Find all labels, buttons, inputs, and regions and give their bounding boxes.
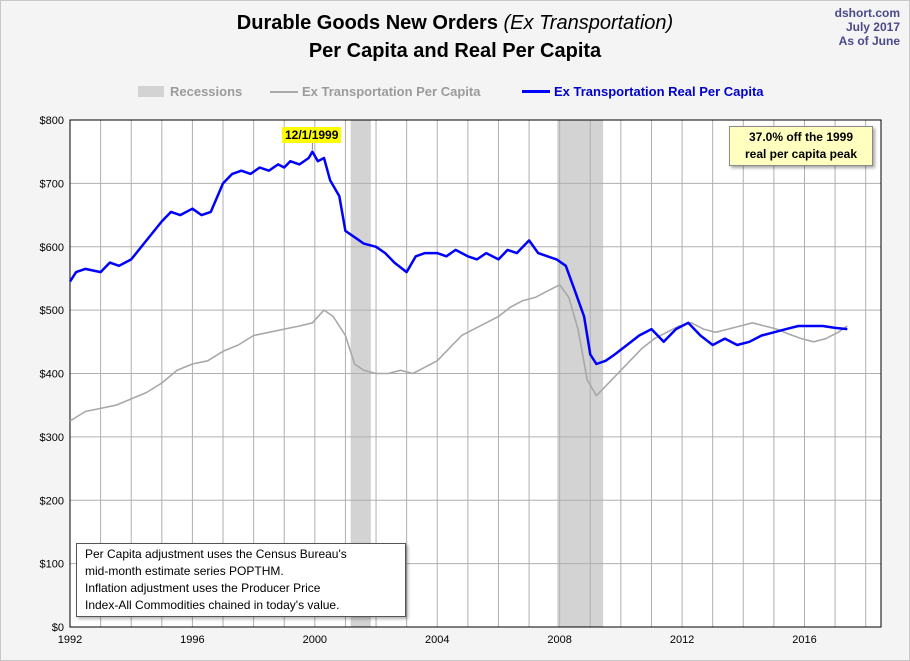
legend-item-real-per-capita: Ex Transportation Real Per Capita — [522, 84, 764, 99]
x-tick-label: 1992 — [58, 634, 82, 646]
footnote-line2: mid-month estimate series POPTHM. — [85, 564, 284, 578]
y-tick-label: $300 — [40, 432, 64, 444]
legend-swatch-per-capita — [270, 90, 298, 93]
legend-swatch-recessions — [138, 86, 164, 97]
footnote-box: Per Capita adjustment uses the Census Bu… — [76, 543, 406, 617]
title-main: Durable Goods New Orders — [236, 12, 498, 34]
y-tick-label: $200 — [40, 495, 64, 507]
peak-note-line1: 37.0% off the 1999 — [748, 130, 854, 144]
y-tick-label: $400 — [40, 369, 64, 381]
legend-swatch-real-per-capita — [522, 90, 550, 93]
axes: $0 $100 $200 $300 $400 $500 $600 $700 $800 1992 19… — [40, 115, 882, 646]
y-tick-label: $800 — [40, 115, 64, 127]
y-tick-label: $100 — [40, 559, 64, 571]
x-tick-label: 2012 — [670, 634, 694, 646]
legend-label-recessions: Recessions — [170, 84, 243, 99]
legend-label-per-capita: Ex Transportation Per Capita — [302, 84, 481, 99]
y-tick-label: $0 — [52, 622, 64, 634]
x-tick-label: 2000 — [303, 634, 327, 646]
title-paren: (Ex Transportation) — [503, 12, 674, 34]
peak-note-line2: real per capita peak — [744, 147, 858, 161]
peak-date-label: 12/1/1999 — [282, 127, 342, 143]
y-tick-label: $500 — [40, 305, 64, 317]
series-lines — [68, 142, 848, 422]
credit-asof: As of June — [838, 34, 900, 48]
legend-item-recessions: Recessions — [138, 84, 242, 99]
x-tick-label: 1996 — [180, 634, 204, 646]
y-tick-label: $600 — [40, 242, 64, 254]
x-tick-label: 2004 — [425, 634, 449, 646]
peak-note-box: 37.0% off the 1999 real per capita peak — [729, 126, 873, 166]
chart-title: Durable Goods New Orders (Ex Transportat… — [0, 12, 910, 35]
footnote-line3: Inflation adjustment uses the Producer P… — [85, 581, 321, 595]
credit-date: July 2017 — [845, 20, 900, 34]
chart-subtitle: Per Capita and Real Per Capita — [308, 40, 602, 62]
y-tick-label: $700 — [40, 178, 64, 190]
chart-legend: Recessions Ex Transportation Per Capita … — [0, 84, 910, 104]
legend-label-real-per-capita: Ex Transportation Real Per Capita — [554, 84, 764, 99]
credit-block: dshort.com July 2017 As of June — [835, 6, 900, 48]
x-tick-label: 2016 — [792, 634, 816, 646]
series-line-per-capita — [69, 283, 848, 422]
legend-item-per-capita: Ex Transportation Per Capita — [270, 84, 480, 99]
x-tick-label: 2008 — [547, 634, 571, 646]
credit-site: dshort.com — [834, 6, 900, 20]
series-line-real-per-capita — [68, 150, 848, 366]
plot-border — [69, 119, 882, 628]
footnote-line4: Index-All Commodities chained in today's… — [85, 598, 340, 612]
footnote-line1: Per Capita adjustment uses the Census Bu… — [85, 547, 347, 561]
